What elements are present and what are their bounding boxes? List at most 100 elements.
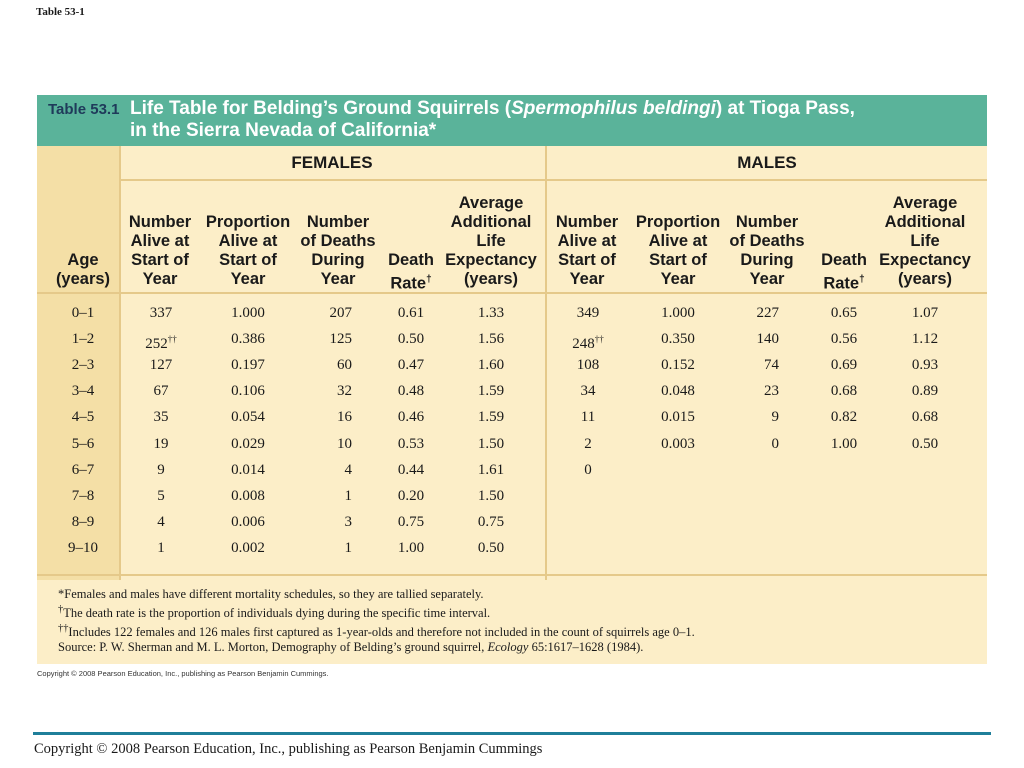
publisher-credit: Copyright © 2008 Pearson Education, Inc.…	[37, 669, 329, 678]
footnotes: *Females and males have different mortal…	[58, 587, 695, 655]
cell-age: 0–1	[71, 305, 95, 321]
cell-male-proportion: 0.015	[661, 409, 695, 426]
cell-male-proportion: 0.350	[661, 331, 695, 348]
cell-age: 1–2	[71, 331, 95, 348]
cell-female-deaths: 207	[329, 305, 353, 321]
cell-female-proportion: 0.054	[231, 409, 265, 426]
title-species: Spermophilus beldingi	[511, 98, 716, 119]
cell-age: 7–8	[71, 487, 95, 504]
cell-male-rate: 0.65	[830, 305, 858, 321]
cell-male-deaths: 23	[764, 383, 779, 400]
cell-female-proportion: 0.106	[231, 383, 265, 400]
header-life-expectancy-females: Average Additional Life Expectancy (years)	[445, 194, 537, 288]
cell-male-deaths: 9	[771, 409, 780, 426]
header-number-alive-males: Number Alive at Start of Year	[555, 213, 619, 288]
cell-male-proportion: 0.152	[661, 357, 695, 374]
cell-male-alive: 349	[576, 305, 600, 321]
footer-copyright: Copyright © 2008 Pearson Education, Inc.…	[34, 741, 543, 757]
footnote-2: †The death rate is the proportion of ind…	[58, 604, 491, 621]
divider-groups	[545, 146, 547, 580]
cell-female-deaths: 1	[344, 487, 353, 504]
header-death-rate-males: Death Rate†	[821, 251, 867, 293]
header-proportion-alive-females: Proportion Alive at Start of Year	[205, 213, 291, 288]
title-line2: in the Sierra Nevada of California*	[130, 120, 437, 141]
cell-male-expectancy: 0.93	[911, 357, 939, 374]
cell-female-alive: 35	[153, 409, 169, 426]
cell-female-proportion: 0.197	[231, 357, 265, 374]
cell-female-deaths: 4	[344, 461, 353, 478]
group-females: FEMALES	[291, 153, 373, 172]
cell-female-rate: 0.20	[397, 487, 425, 504]
cell-female-expectancy: 1.60	[477, 357, 505, 374]
cell-male-alive: 11	[580, 409, 596, 426]
header-proportion-alive-males: Proportion Alive at Start of Year	[635, 213, 721, 288]
cell-female-proportion: 0.386	[231, 331, 265, 348]
cell-female-deaths: 16	[337, 409, 352, 426]
cell-female-alive: 127	[149, 357, 173, 374]
footer-rule	[33, 732, 991, 735]
cell-male-deaths: 140	[756, 331, 780, 348]
cell-female-expectancy: 0.50	[477, 539, 505, 556]
cell-male-expectancy: 0.50	[911, 435, 939, 452]
table-number: Table 53.1	[48, 101, 120, 118]
cell-male-expectancy: 0.89	[911, 383, 939, 400]
cell-male-rate: 0.68	[830, 383, 858, 400]
cell-female-alive: 4	[157, 513, 165, 530]
cell-female-proportion: 1.000	[231, 305, 265, 321]
cell-female-alive: 337	[149, 305, 173, 321]
header-age: Age (years)	[55, 251, 111, 288]
group-males: MALES	[737, 153, 797, 172]
cell-female-deaths: 60	[337, 357, 352, 374]
cell-female-rate: 0.61	[397, 305, 425, 321]
cell-male-expectancy: 1.12	[911, 331, 939, 348]
cell-female-expectancy: 1.50	[477, 435, 505, 452]
cell-female-rate: 0.50	[397, 331, 425, 348]
header-number-deaths-females: Number of Deaths During Year	[300, 213, 376, 288]
cell-male-expectancy: 0.68	[911, 409, 939, 426]
title-pre: Life Table for Belding’s Ground Squirrel…	[130, 98, 512, 119]
cell-age: 9–10	[68, 539, 98, 556]
cell-male-proportion: 0.003	[661, 435, 695, 452]
cell-male-deaths: 0	[771, 435, 780, 452]
cell-male-rate: 0.56	[830, 331, 858, 348]
title-post: ) at Tioga Pass,	[715, 98, 855, 119]
cell-male-rate: 0.69	[830, 357, 858, 374]
age-column-shade	[37, 146, 119, 580]
cell-age: 6–7	[71, 461, 95, 478]
cell-female-rate: 1.00	[397, 539, 425, 556]
cell-female-rate: 0.47	[397, 357, 425, 374]
cell-age: 8–9	[71, 513, 95, 530]
header-rule	[37, 292, 987, 294]
header-number-alive-females: Number Alive at Start of Year	[128, 213, 192, 288]
cell-female-alive: 67	[153, 383, 169, 400]
cell-female-proportion: 0.008	[231, 487, 265, 504]
table-title: Life Table for Belding’s Ground Squirrel…	[130, 98, 855, 142]
footnote-1: *Females and males have different mortal…	[58, 587, 484, 601]
cell-female-expectancy: 1.50	[477, 487, 505, 504]
cell-female-expectancy: 1.61	[477, 461, 505, 478]
cell-male-expectancy: 1.07	[911, 305, 939, 321]
footnote-3: ††Includes 122 females and 126 males fir…	[58, 623, 695, 640]
source-note: Source: P. W. Sherman and M. L. Morton, …	[58, 640, 644, 655]
cell-age: 2–3	[71, 357, 95, 374]
cell-age: 3–4	[71, 383, 95, 400]
cell-female-rate: 0.46	[397, 409, 425, 426]
cell-male-alive: 0	[584, 461, 592, 478]
cell-female-expectancy: 1.59	[477, 383, 505, 400]
cell-female-deaths: 125	[329, 331, 353, 348]
header-death-rate-females: Death Rate†	[388, 251, 434, 293]
cell-female-rate: 0.44	[397, 461, 425, 478]
cell-female-expectancy: 1.56	[477, 331, 505, 348]
cell-male-rate: 1.00	[830, 435, 858, 452]
cell-female-proportion: 0.014	[231, 461, 265, 478]
cell-female-deaths: 3	[344, 513, 353, 530]
header-number-deaths-males: Number of Deaths During Year	[729, 213, 805, 288]
cell-male-deaths: 74	[764, 357, 779, 374]
cell-female-proportion: 0.002	[231, 539, 265, 556]
cell-male-proportion: 0.048	[661, 383, 695, 400]
cell-male-rate: 0.82	[830, 409, 858, 426]
cell-female-alive: 5	[157, 487, 165, 504]
cell-female-deaths: 1	[344, 539, 353, 556]
cell-female-alive: 19	[153, 435, 169, 452]
cell-female-rate: 0.48	[397, 383, 425, 400]
